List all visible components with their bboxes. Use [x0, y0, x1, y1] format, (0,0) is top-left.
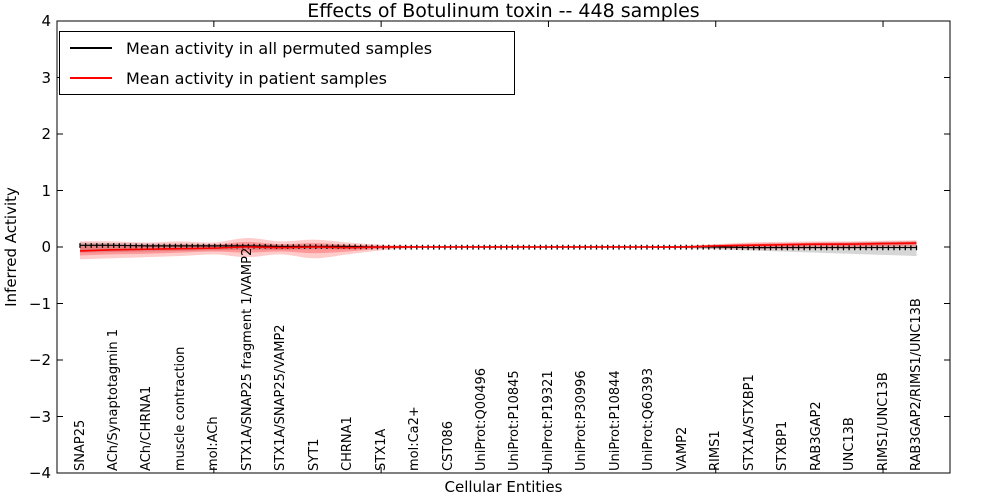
y-tick-label: 1 — [41, 181, 51, 200]
y-tick-label: −2 — [28, 351, 51, 369]
x-tick-label: UniProt:P30996 — [574, 370, 590, 471]
y-tick-label: −1 — [28, 294, 51, 313]
x-tick-label: SYT1 — [306, 438, 322, 471]
x-tick-label: STX1A/SNAP25 fragment 1/VAMP2 — [239, 247, 255, 471]
x-tick-label: STX1A/SNAP25/VAMP2 — [273, 324, 289, 471]
legend-item-permuted: Mean activity in all permuted samples — [70, 36, 514, 60]
legend-label: Mean activity in patient samples — [126, 68, 387, 88]
axis-ticks — [57, 20, 950, 474]
legend-line-sample-black — [70, 47, 112, 49]
x-tick-label: RAB3GAP2/RIMS1/UNC13B — [909, 298, 924, 471]
chart-title: Effects of Botulinum toxin -- 448 sample… — [307, 0, 700, 22]
x-tick-label: UniProt:P19321 — [540, 370, 556, 471]
y-tick-label: −3 — [28, 407, 51, 426]
x-tick-label: RIMS1/UNC13B — [875, 372, 891, 471]
x-tick-label: RIMS1 — [708, 430, 724, 471]
x-tick-label: ACh/CHRNA1 — [139, 385, 155, 471]
x-tick-label: STX1A/STXBP1 — [741, 374, 757, 471]
x-tick-label: UniProt:P10844 — [607, 370, 623, 471]
x-tick-label: RAB3GAP2 — [808, 401, 824, 471]
x-tick-label: UniProt:Q00496 — [474, 367, 490, 471]
y-tick-label: 3 — [41, 68, 51, 87]
x-axis-label: Cellular Entities — [444, 478, 563, 496]
series-line-patient — [79, 242, 917, 252]
y-tick-label: −4 — [28, 464, 51, 482]
x-tick-label: muscle contraction — [172, 346, 188, 471]
legend: Mean activity in all permuted samples Me… — [59, 31, 515, 95]
band-permuted-samples-spread — [80, 241, 917, 257]
x-tick-label: SNAP25 — [72, 419, 88, 471]
x-tick-label: ACh/Synaptotagmin 1 — [105, 328, 121, 471]
y-tick-label: 0 — [41, 238, 51, 256]
x-tick-label: mol:ACh — [206, 416, 222, 471]
x-tick-label: UniProt:Q60393 — [641, 367, 657, 471]
legend-label: Mean activity in all permuted samples — [126, 38, 433, 58]
x-tick-label: CHRNA1 — [340, 416, 356, 471]
x-tick-label: STXBP1 — [775, 420, 791, 471]
x-tick-label: VAMP2 — [674, 426, 690, 471]
band-patient-samples-spread-outer — [80, 237, 917, 260]
x-tick-label: CST086 — [440, 420, 456, 471]
y-tick-label: 2 — [41, 125, 51, 143]
band-patient-samples-spread-inner — [80, 241, 917, 256]
x-tick-label: UNC13B — [842, 417, 858, 471]
x-tick-label: UniProt:P10845 — [507, 370, 523, 471]
x-tick-label: STX1A — [373, 428, 389, 471]
legend-item-patient: Mean activity in patient samples — [70, 66, 514, 90]
legend-line-sample-red — [70, 77, 112, 79]
y-tick-label: 4 — [41, 12, 51, 30]
x-tick-label: mol:Ca2+ — [407, 406, 423, 471]
